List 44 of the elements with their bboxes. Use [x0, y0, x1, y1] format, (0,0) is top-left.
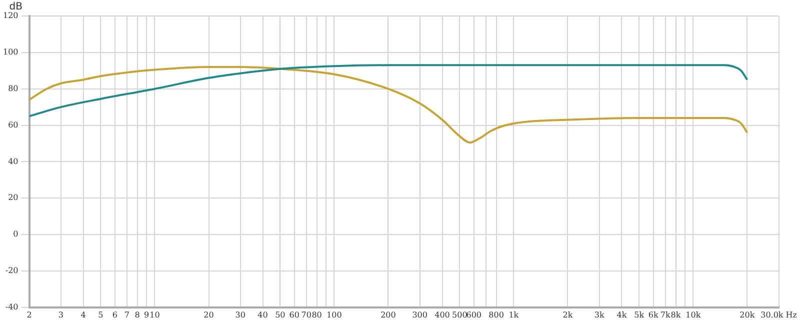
- x-tick-label: 4: [80, 310, 86, 320]
- x-tick-label: 2k: [562, 310, 573, 320]
- x-tick-label: 5: [98, 310, 104, 320]
- x-tick-label: 7: [124, 310, 130, 320]
- x-tick-label: 5k: [634, 310, 644, 320]
- x-tick-label: 70: [301, 310, 312, 320]
- y-axis-title: dB: [9, 2, 23, 13]
- x-tick-label: 8k: [670, 310, 681, 320]
- x-tick-label: 500: [452, 310, 468, 320]
- x-tick-label: 600: [466, 310, 482, 320]
- x-tick-label: 800: [488, 310, 504, 320]
- x-tick-label: 6k: [648, 310, 658, 320]
- y-tick-label: 80: [8, 84, 18, 93]
- x-tick-label: 40: [258, 310, 268, 320]
- y-tick-label: 20: [8, 193, 18, 202]
- y-tick-label: 40: [8, 156, 18, 166]
- x-tick-label: 100: [326, 310, 342, 320]
- x-tick-label: 80: [312, 310, 322, 320]
- x-tick-label: 300: [412, 310, 428, 320]
- x-tick-label: 30.0k Hz: [760, 310, 798, 320]
- x-tick-label: 6: [112, 310, 118, 320]
- x-tick-label: 60: [289, 310, 300, 320]
- x-tick-label: 20k: [740, 310, 755, 320]
- x-tick-label: 7k: [660, 310, 670, 320]
- x-tick-label: 3: [58, 310, 64, 320]
- x-tick-label: 8: [134, 310, 140, 320]
- x-tick-label: 200: [380, 310, 396, 320]
- x-tick-label: 1k: [508, 310, 519, 320]
- x-tick-label: 400: [434, 310, 450, 320]
- y-tick-label: 120: [2, 11, 18, 20]
- x-tick-label: 20: [204, 310, 214, 320]
- y-tick-label: 0: [13, 230, 18, 239]
- x-tick-label: 2: [26, 310, 32, 320]
- x-tick-label: 50: [275, 310, 286, 320]
- x-tick-label: 30: [235, 310, 246, 320]
- x-tick-label: 9: [144, 310, 150, 320]
- x-tick-label: 3k: [594, 310, 604, 320]
- x-tick-label: 10k: [686, 310, 701, 320]
- y-tick-label: -40: [5, 302, 18, 312]
- y-tick-label: 100: [2, 48, 18, 57]
- x-tick-label: 4k: [616, 310, 627, 320]
- y-tick-label: 60: [8, 120, 18, 130]
- y-tick-label: -20: [5, 266, 18, 276]
- x-tick-label: 10: [150, 310, 160, 320]
